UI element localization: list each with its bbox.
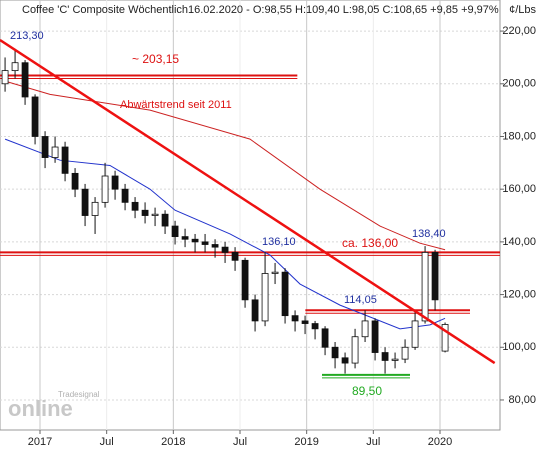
candle-body	[401, 346, 409, 360]
candle-body	[81, 188, 89, 216]
candle-body	[11, 62, 19, 72]
watermark: Tradesignal	[58, 390, 100, 399]
watermark: online	[8, 396, 73, 421]
candle-body	[171, 225, 179, 238]
chart-title: Coffee 'C' Composite Wöchentlich	[22, 4, 188, 16]
x-tick-label: Jul	[100, 436, 114, 448]
candle-body	[51, 146, 59, 158]
candle-body	[181, 236, 189, 240]
x-tick-label: 2017	[28, 436, 52, 448]
annotation: 114,05	[344, 294, 377, 306]
candle-body	[371, 320, 379, 353]
candle-body	[201, 241, 209, 245]
candle-body	[441, 324, 449, 352]
y-axis-label: ¢/Lbs	[509, 4, 536, 16]
candle-body	[141, 209, 149, 216]
candle-body	[271, 271, 279, 274]
x-tick-label: 2020	[428, 436, 452, 448]
candle-body	[301, 320, 309, 324]
y-tick-label: 220,00	[502, 25, 536, 37]
candle-body	[71, 172, 79, 190]
annotation: 138,40	[412, 228, 446, 240]
annotation: ca. 136,00	[342, 236, 398, 250]
annotation: Abwärtstrend seit 2011	[120, 99, 232, 111]
candle-body	[411, 320, 419, 348]
x-tick-label: 2019	[294, 436, 318, 448]
y-tick-label: 200,00	[502, 78, 536, 90]
chart-subtitle: 16.02.2020 - O:98,55 H:109,40 L:98,05 C:…	[188, 4, 499, 16]
candle-body	[31, 96, 39, 137]
candle-body	[281, 271, 289, 317]
candle-body	[291, 315, 299, 322]
candle-body	[331, 346, 339, 359]
y-tick-label: 100,00	[502, 341, 536, 353]
annotation: 213,30	[10, 30, 44, 42]
candle-body	[161, 213, 169, 227]
candle-body	[1, 70, 9, 85]
candle-body	[211, 244, 219, 248]
candle-body	[41, 136, 49, 158]
moving-average	[4, 80, 446, 251]
y-tick-label: 160,00	[502, 183, 536, 195]
moving-average	[4, 138, 446, 330]
candle-body	[121, 188, 129, 203]
y-tick-label: 140,00	[502, 236, 536, 248]
x-tick-label: 2018	[161, 436, 185, 448]
candle-body	[61, 146, 69, 174]
candle-body	[381, 352, 389, 361]
candle-body	[221, 246, 229, 253]
annotation: 136,10	[262, 236, 296, 248]
candle-body	[231, 252, 239, 261]
y-tick-label: 80,00	[508, 394, 536, 406]
candle-body	[261, 273, 269, 322]
x-tick-label: Jul	[366, 436, 380, 448]
candle-body	[131, 201, 139, 211]
candle-body	[241, 259, 249, 301]
candle-body	[341, 357, 349, 364]
candle-body	[191, 238, 199, 243]
candle-body	[101, 175, 109, 203]
candle-body	[251, 299, 259, 322]
candle-body	[421, 252, 429, 322]
candle-body	[311, 323, 319, 330]
annotation: ~ 203,15	[132, 52, 179, 66]
y-tick-label: 120,00	[502, 288, 536, 300]
candle-body	[21, 62, 29, 98]
candle-body	[91, 201, 99, 216]
candle-body	[431, 252, 439, 301]
y-tick-label: 180,00	[502, 130, 536, 142]
candle-body	[151, 213, 159, 216]
candle-body	[351, 336, 359, 364]
trend-line	[0, 39, 496, 365]
x-tick-label: Jul	[233, 436, 247, 448]
annotation: 89,50	[352, 384, 382, 398]
candle-body	[391, 358, 399, 361]
candle-body	[321, 328, 329, 348]
candle-body	[361, 320, 369, 338]
plot-area	[0, 0, 501, 431]
candle-body	[111, 175, 119, 190]
